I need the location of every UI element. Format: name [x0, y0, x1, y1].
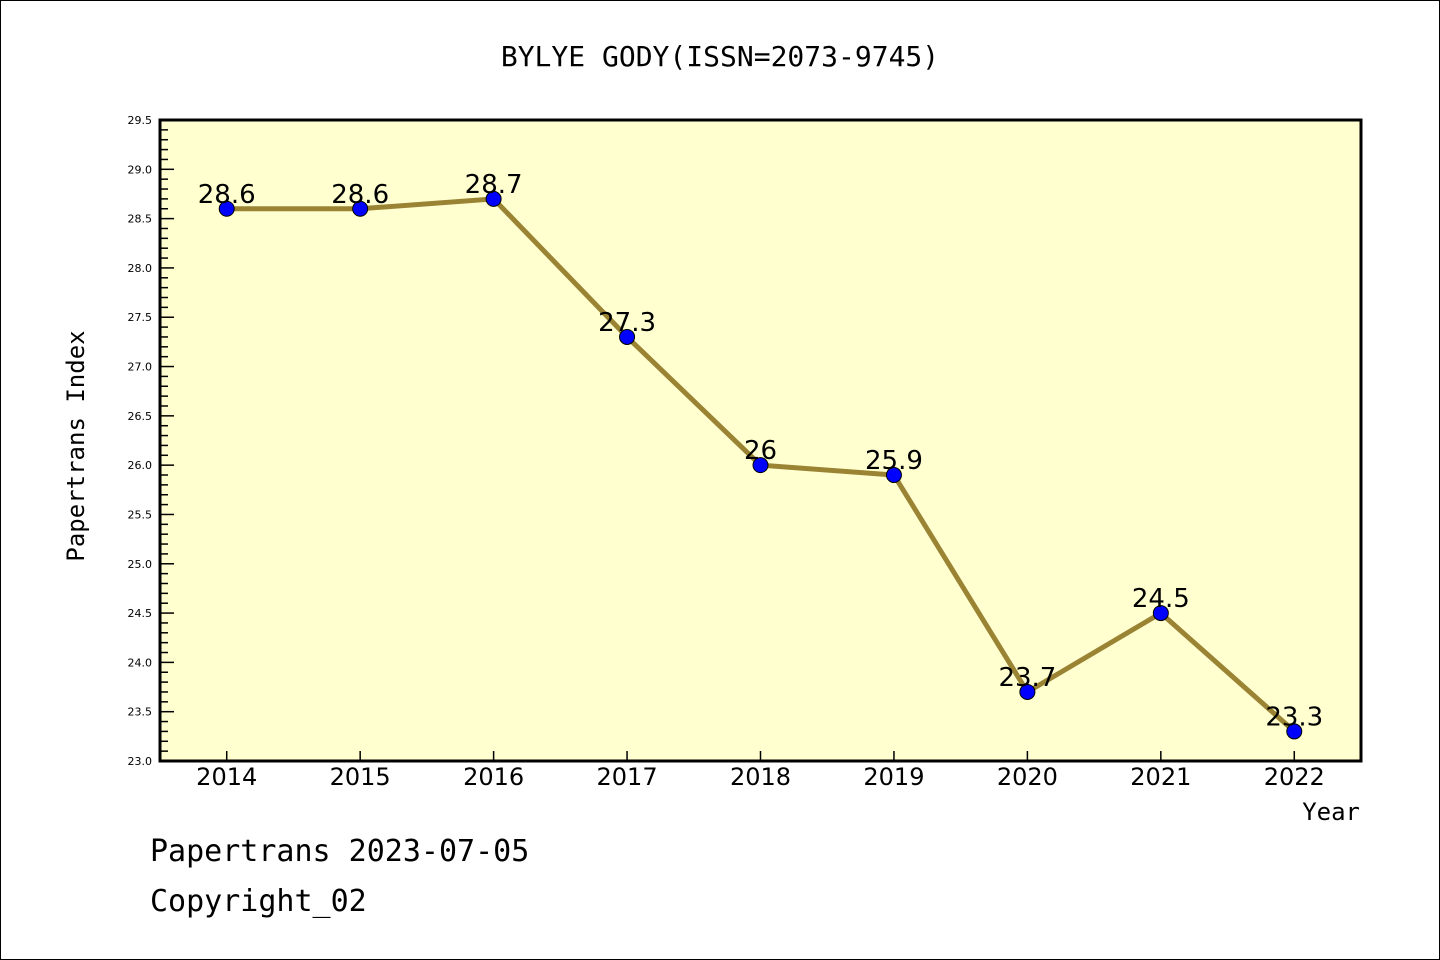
- y-tick-label: 23.5: [128, 706, 153, 719]
- data-label: 28.6: [198, 180, 256, 210]
- data-point: [1019, 683, 1036, 700]
- footer-copyright: Copyright_02: [150, 884, 367, 919]
- y-tick-label: 24.5: [128, 607, 153, 620]
- footer-date: Papertrans 2023-07-05: [150, 834, 530, 869]
- data-point: [352, 200, 369, 217]
- data-point: [885, 467, 902, 484]
- data-point: [752, 457, 769, 474]
- y-tick-label: 29.5: [128, 114, 153, 127]
- y-tick-label: 26.0: [128, 459, 153, 472]
- y-tick-label: 23.0: [128, 755, 153, 768]
- data-point: [1286, 723, 1303, 740]
- y-tick-label: 26.5: [128, 410, 153, 423]
- data-label: 28.6: [331, 180, 389, 210]
- x-tick-label: 2017: [597, 763, 658, 791]
- x-tick-label: 2018: [730, 763, 791, 791]
- x-tick-label: 2022: [1264, 763, 1325, 791]
- data-label: 23.7: [998, 663, 1056, 693]
- plot-area: [160, 120, 1361, 761]
- y-tick-label: 25.5: [128, 508, 153, 521]
- y-tick-label: 27.0: [128, 361, 153, 374]
- y-axis-label: Papertrans Index: [62, 330, 90, 561]
- x-tick-label: 2021: [1130, 763, 1191, 791]
- plot-border: [158, 118, 1363, 763]
- chart-title: BYLYE GODY(ISSN=2073-9745): [501, 40, 939, 73]
- data-label: 26: [744, 436, 777, 466]
- x-tick-label: 2020: [997, 763, 1058, 791]
- y-tick-label: 28.0: [128, 262, 153, 275]
- data-point: [218, 200, 235, 217]
- data-label: 23.3: [1265, 702, 1323, 732]
- x-axis-label: Year: [1302, 798, 1360, 826]
- x-tick-label: 2014: [196, 763, 257, 791]
- data-point: [485, 190, 502, 207]
- x-tick-label: 2019: [863, 763, 924, 791]
- data-label: 27.3: [598, 308, 656, 338]
- data-point: [1152, 605, 1169, 622]
- y-tick-label: 27.5: [128, 311, 153, 324]
- data-point: [619, 328, 636, 345]
- y-tick-label: 25.0: [128, 558, 153, 571]
- y-tick-label: 28.5: [128, 213, 153, 226]
- x-tick-label: 2016: [463, 763, 524, 791]
- data-label: 24.5: [1132, 584, 1190, 614]
- data-label: 28.7: [465, 170, 523, 200]
- y-tick-label: 29.0: [128, 163, 153, 176]
- x-tick-label: 2015: [330, 763, 391, 791]
- y-tick-label: 24.0: [128, 656, 153, 669]
- data-label: 25.9: [865, 446, 923, 476]
